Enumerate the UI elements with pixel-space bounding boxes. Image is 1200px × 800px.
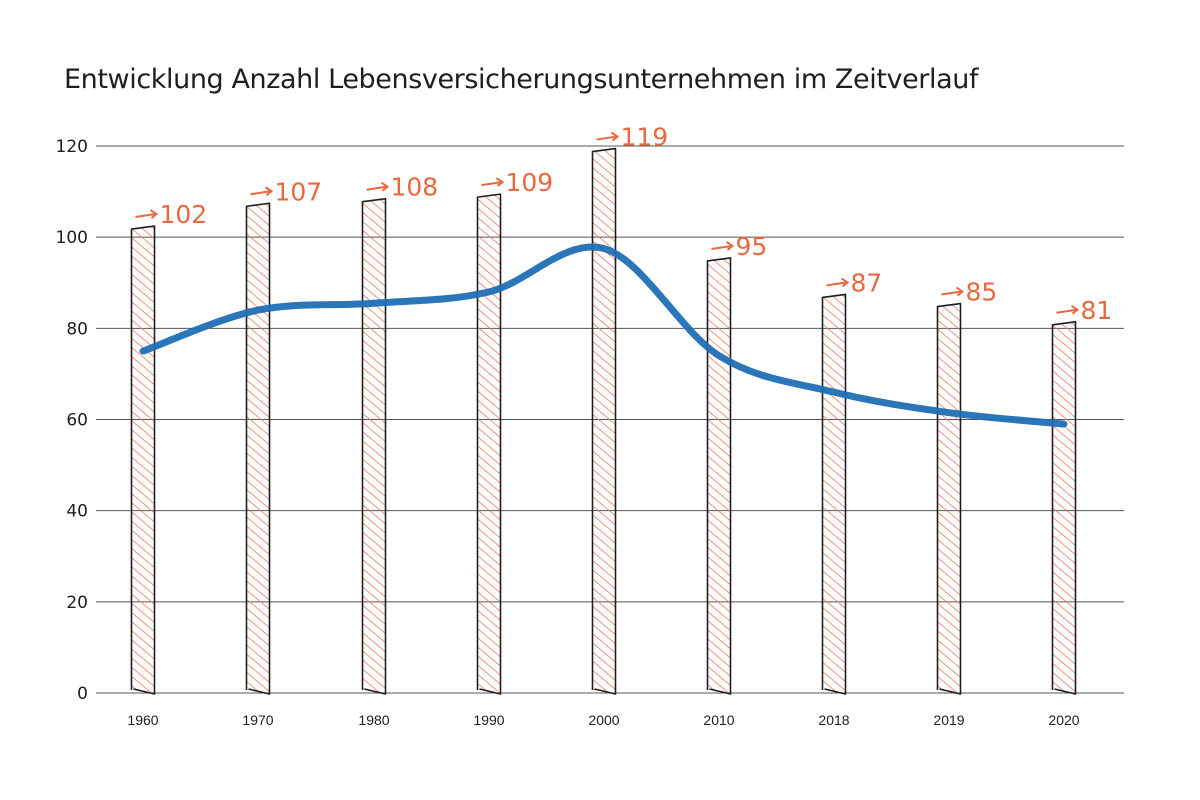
x-tick-label: 1980 — [358, 712, 389, 728]
bar-outline — [936, 302, 962, 695]
bar — [592, 148, 616, 694]
bar — [477, 194, 501, 694]
data-label: 87 — [851, 268, 883, 297]
x-tick-label: 2018 — [818, 712, 849, 728]
label-arrowhead — [955, 286, 965, 297]
data-label: 81 — [1081, 296, 1113, 325]
bar — [246, 203, 270, 694]
label-arrowhead — [264, 186, 274, 197]
label-arrow — [135, 213, 156, 219]
label-arrow — [711, 244, 732, 250]
bar — [131, 226, 155, 695]
chart-title: Entwicklung Anzahl Lebensversicherungsun… — [64, 64, 979, 95]
y-axis: 0 20 40 60 80 100 120 — [56, 137, 88, 704]
bar — [822, 294, 846, 694]
data-label: 95 — [736, 232, 768, 261]
x-tick-label: 2000 — [588, 712, 619, 728]
label-arrowhead — [725, 241, 735, 251]
label-arrow — [366, 185, 387, 191]
label-arrow — [1056, 308, 1077, 314]
label-arrowhead — [380, 181, 390, 192]
label-arrowhead — [840, 277, 850, 288]
x-axis: 1960 1970 1980 1990 2000 2010 2018 2019 2020 — [127, 712, 1079, 728]
data-label: 107 — [275, 177, 323, 206]
data-label: 102 — [160, 200, 208, 229]
bar-outline — [821, 293, 847, 695]
bar-outline — [1051, 320, 1077, 695]
bar — [707, 257, 731, 694]
bar-outline — [706, 257, 732, 695]
label-arrow — [826, 281, 847, 287]
data-label: 109 — [506, 168, 554, 197]
y-tick-label: 0 — [77, 684, 88, 704]
bar-outline — [245, 202, 271, 695]
y-tick-label: 100 — [56, 228, 88, 248]
y-tick-label: 120 — [56, 137, 88, 157]
x-tick-label: 2010 — [703, 712, 734, 728]
y-tick-label: 60 — [66, 411, 88, 431]
x-tick-label: 1990 — [473, 712, 504, 728]
bar-outline — [591, 147, 617, 695]
label-arrow — [250, 190, 271, 196]
label-arrow — [596, 135, 617, 141]
x-tick-label: 2019 — [933, 712, 964, 728]
x-tick-label: 1970 — [242, 712, 273, 728]
label-arrow — [941, 290, 962, 296]
data-label: 119 — [621, 123, 669, 152]
x-tick-label: 2020 — [1048, 712, 1079, 728]
label-arrowhead — [149, 209, 159, 219]
bar-outline — [476, 193, 502, 695]
y-tick-label: 80 — [66, 319, 88, 339]
y-tick-label: 20 — [66, 593, 88, 613]
label-arrowhead — [1070, 304, 1080, 315]
bar — [937, 303, 961, 694]
trend-line — [139, 243, 1068, 428]
bar-outline — [361, 197, 387, 695]
data-labels: 102 107 108 109 119 95 87 85 81 — [135, 123, 1113, 325]
data-label: 85 — [966, 278, 998, 307]
bar — [1052, 321, 1076, 694]
label-arrowhead — [610, 131, 620, 142]
label-arrowhead — [495, 177, 505, 187]
y-tick-label: 40 — [66, 502, 88, 522]
x-tick-label: 1960 — [127, 712, 158, 728]
bars — [130, 147, 1077, 695]
trend-line-path — [139, 243, 1068, 428]
bar — [362, 198, 386, 694]
bar-outline — [130, 225, 156, 695]
label-arrow — [481, 181, 502, 187]
data-label: 108 — [391, 173, 439, 202]
